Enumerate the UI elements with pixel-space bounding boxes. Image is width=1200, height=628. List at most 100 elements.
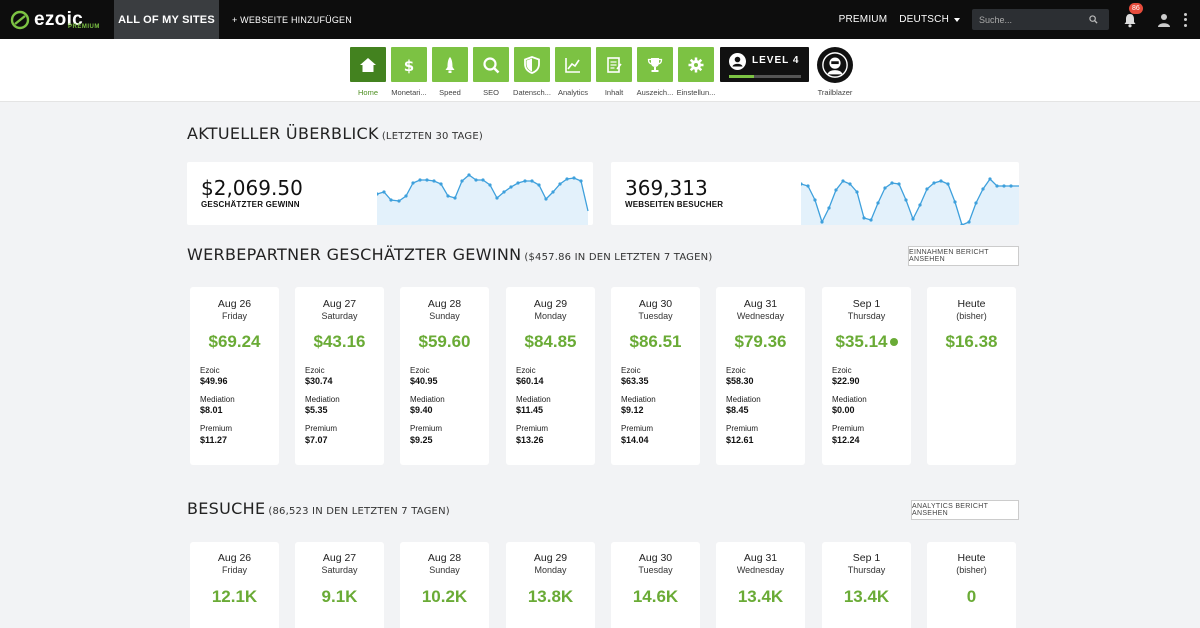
premium-value: $12.24	[832, 435, 860, 445]
visits-day-card[interactable]: Aug 27 Saturday 9.1K	[295, 542, 384, 628]
bell-icon	[1124, 13, 1136, 27]
mediation-label: Mediation	[726, 395, 761, 404]
tool-home-label[interactable]: Home	[357, 88, 378, 97]
day-total-value: $86.51	[629, 332, 682, 351]
tool-privacy-button[interactable]	[514, 47, 550, 82]
notification-badge: 86	[1129, 2, 1143, 14]
day-name: Saturday	[321, 565, 358, 575]
premium-value: $7.07	[305, 435, 328, 445]
earnings-report-button[interactable]: EINNAHMEN BERICHT ANSEHEN	[908, 246, 1019, 266]
analytics-report-button[interactable]: ANALYTICS BERICHT ANSEHEN	[911, 500, 1019, 520]
day-total-value: $43.16	[313, 332, 366, 351]
search-input[interactable]	[979, 14, 1089, 25]
tool-content-button[interactable]	[596, 47, 632, 82]
day-name: Saturday	[321, 311, 358, 321]
tool-seo-button[interactable]	[473, 47, 509, 82]
day-date: Aug 28	[427, 552, 462, 564]
visitors-sparkline	[801, 177, 1019, 225]
day-total-earnings: $16.38	[927, 332, 1016, 352]
tool-monetization-label[interactable]: Monetari...	[391, 88, 427, 97]
premium-link[interactable]: PREMIUM	[838, 14, 888, 25]
ezoic-value: $58.30	[726, 376, 754, 386]
more-menu-icon[interactable]	[1183, 12, 1187, 27]
tool-analytics-label[interactable]: Analytics	[557, 88, 588, 97]
notifications-button[interactable]: 86	[1121, 2, 1143, 30]
day-date: Heute	[957, 552, 986, 564]
level-progress-bar	[729, 75, 801, 78]
visits-day-card[interactable]: Sep 1 Thursday 13.4K	[822, 542, 911, 628]
tool-content-label[interactable]: Inhalt	[604, 88, 624, 97]
day-name: Monday	[534, 565, 567, 575]
visits-section-title: Besuche (86,523 IN DEN LETZTEN 7 TAGEN)	[187, 499, 450, 518]
tool-awards-button[interactable]	[637, 47, 673, 82]
earnings-stat-card[interactable]: $2,069.50 GESCHÄTZTER GEWINN	[187, 162, 593, 225]
ezoic-value: $49.96	[200, 376, 228, 386]
day-name: Friday	[221, 565, 247, 575]
premium-value: $13.26	[516, 435, 544, 445]
earnings-day-card[interactable]: Aug 26 Friday $69.24 Ezoic $49.96 Mediation $8…	[190, 287, 279, 465]
svg-text:$: $	[404, 57, 414, 75]
day-total-visits: 12.1K	[211, 587, 258, 606]
day-date: Aug 27	[322, 552, 357, 564]
tool-speed-label[interactable]: Speed	[439, 88, 461, 97]
tool-analytics-button[interactable]	[555, 47, 591, 82]
earnings-day-card[interactable]: Heute (bisher) $16.38	[927, 287, 1016, 465]
day-total-visits: 13.4K	[737, 587, 784, 606]
tool-seo-label[interactable]: SEO	[483, 88, 499, 97]
trailblazer-icon[interactable]	[817, 47, 853, 83]
premium-value: $9.25	[410, 435, 433, 445]
add-website-link[interactable]: + WEBSEITE HINZUFÜGEN	[232, 14, 352, 25]
visits-day-card[interactable]: Aug 29 Monday 13.8K	[506, 542, 595, 628]
search-box[interactable]	[972, 9, 1109, 30]
mediation-value: $9.40	[410, 405, 433, 415]
visitors-stat-card[interactable]: 369,313 WEBSEITEN BESUCHER	[611, 162, 1019, 225]
day-total-value: $35.14	[835, 332, 888, 351]
mediation-value: $8.45	[726, 405, 749, 415]
ezoic-logo-icon	[10, 10, 30, 29]
earnings-day-card[interactable]: Aug 27 Saturday $43.16 Ezoic $30.74 Mediation…	[295, 287, 384, 465]
earnings-section-title-text: Werbepartner geschätzter Gewinn	[187, 245, 522, 264]
tool-awards-label[interactable]: Auszeich...	[636, 88, 674, 97]
visits-day-card[interactable]: Heute (bisher) 0	[927, 542, 1016, 628]
mediation-label: Mediation	[305, 395, 340, 404]
earnings-day-card[interactable]: Sep 1 Thursday $35.14 Ezoic $22.90 Mediation $…	[822, 287, 911, 465]
tool-monetization-button[interactable]: $	[391, 47, 427, 82]
ezoic-value: $40.95	[410, 376, 438, 386]
day-date: Aug 31	[743, 298, 778, 310]
day-date: Aug 29	[533, 298, 568, 310]
earnings-day-card[interactable]: Aug 31 Wednesday $79.36 Ezoic $58.30 Mediatio…	[716, 287, 805, 465]
top-navbar: ezoic PREMIUM ALL OF MY SITES + WEBSEITE…	[0, 0, 1200, 39]
earnings-day-card[interactable]: Aug 28 Sunday $59.60 Ezoic $40.95 Mediation $9…	[400, 287, 489, 465]
day-total-visits: 0	[966, 587, 977, 606]
level-badge[interactable]: LEVEL 4	[720, 47, 809, 82]
visits-day-card[interactable]: Aug 28 Sunday 10.2K	[400, 542, 489, 628]
premium-label: Premium	[305, 424, 338, 433]
tool-speed-button[interactable]	[432, 47, 468, 82]
day-total-visits: 10.2K	[421, 587, 468, 606]
search-icon[interactable]	[1089, 15, 1098, 24]
earnings-day-card[interactable]: Aug 29 Monday $84.85 Ezoic $60.14 Mediation $1…	[506, 287, 595, 465]
trailblazer-label[interactable]: Trailblazer	[817, 88, 853, 97]
ezoic-logo[interactable]: ezoic PREMIUM	[0, 0, 114, 39]
tool-settings-button[interactable]	[678, 47, 714, 82]
day-date: Sep 1	[852, 552, 881, 564]
all-sites-tab[interactable]: ALL OF MY SITES	[114, 0, 219, 39]
day-total-earnings: $84.85	[506, 332, 595, 352]
info-icon[interactable]	[889, 337, 898, 346]
visits-day-card[interactable]: Aug 31 Wednesday 13.4K	[716, 542, 805, 628]
day-date: Aug 30	[638, 298, 673, 310]
visitors-value: 369,313	[625, 176, 708, 200]
overview-title: Aktueller Überblick (LETZTEN 30 TAGE)	[187, 124, 483, 143]
day-date: Aug 26	[217, 298, 252, 310]
visits-day-card[interactable]: Aug 26 Friday 12.1K	[190, 542, 279, 628]
tool-home-button[interactable]	[350, 47, 386, 82]
tools-bar: Home $ Monetari... Speed SEO Datensch...…	[0, 39, 1200, 102]
earnings-day-card[interactable]: Aug 30 Tuesday $86.51 Ezoic $63.35 Mediation $…	[611, 287, 700, 465]
language-dropdown[interactable]: DEUTSCH	[899, 14, 960, 25]
user-icon[interactable]	[1157, 13, 1171, 27]
premium-value: $11.27	[200, 435, 228, 445]
mediation-label: Mediation	[621, 395, 656, 404]
tool-privacy-label[interactable]: Datensch...	[513, 88, 551, 97]
visits-day-card[interactable]: Aug 30 Tuesday 14.6K	[611, 542, 700, 628]
tool-settings-label[interactable]: Einstellun...	[676, 88, 716, 97]
